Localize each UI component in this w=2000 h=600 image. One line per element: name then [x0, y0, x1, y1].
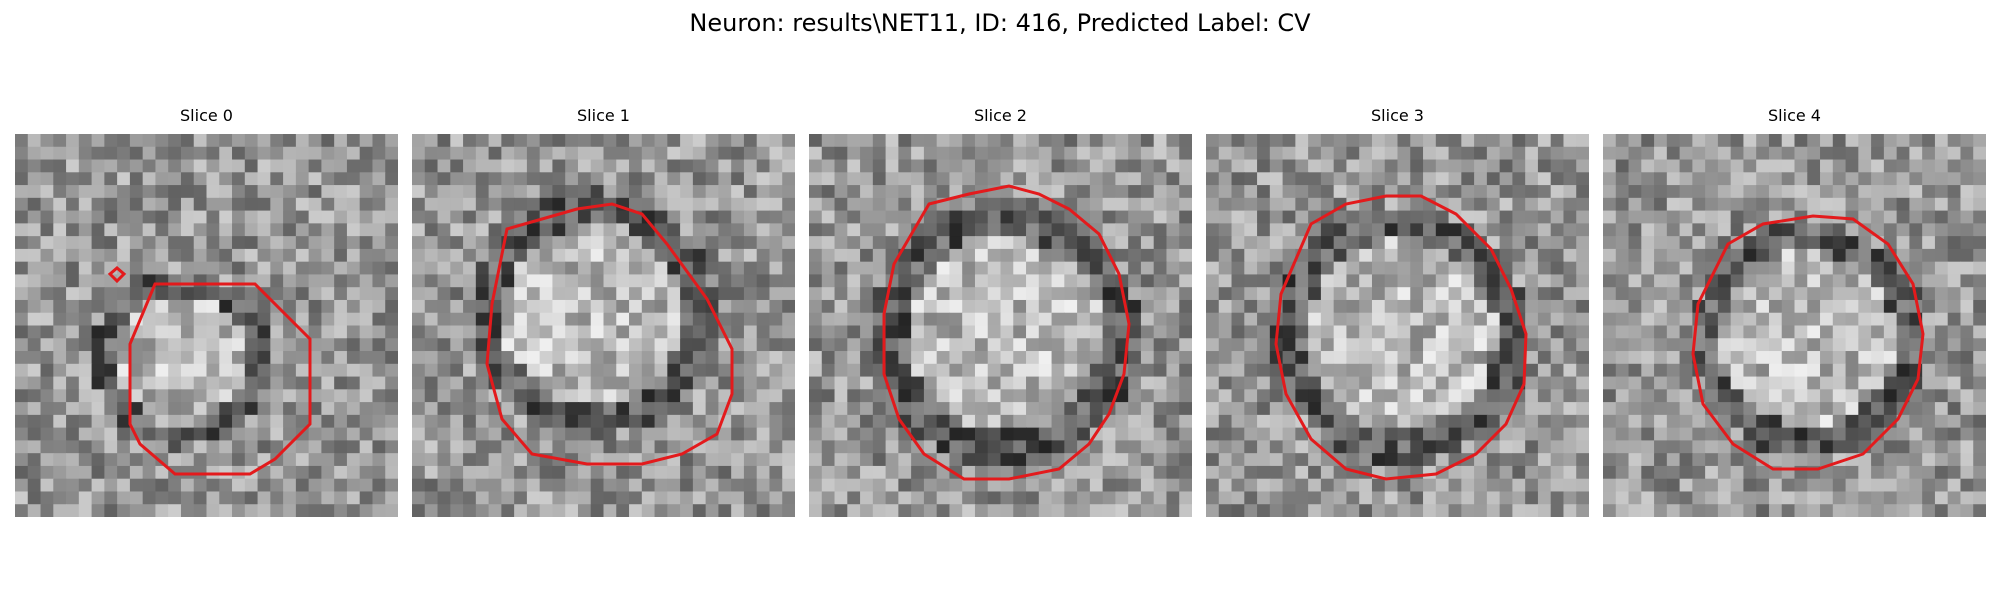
slice-image-0 [15, 134, 398, 517]
slice-title-1: Slice 1 [577, 106, 630, 125]
grayscale-texture [412, 134, 795, 517]
grayscale-texture [809, 134, 1192, 517]
slice-title-2: Slice 2 [974, 106, 1027, 125]
contour-line [1691, 214, 1925, 471]
contour-line [1274, 194, 1528, 481]
grayscale-texture [1206, 134, 1589, 517]
slice-title-3: Slice 3 [1371, 106, 1424, 125]
figure-title: Neuron: results\NET11, ID: 416, Predicte… [689, 9, 1311, 37]
slice-image-2 [809, 134, 1192, 517]
slice-title-4: Slice 4 [1768, 106, 1821, 125]
grayscale-texture [15, 134, 398, 517]
contour-line [882, 184, 1131, 481]
grayscale-texture [1603, 134, 1986, 517]
slice-image-3 [1206, 134, 1589, 517]
contour-line [485, 202, 734, 466]
contour-line [128, 282, 312, 476]
contour-line [107, 266, 127, 284]
slice-image-1 [412, 134, 795, 517]
slice-title-0: Slice 0 [180, 106, 233, 125]
slice-image-4 [1603, 134, 1986, 517]
